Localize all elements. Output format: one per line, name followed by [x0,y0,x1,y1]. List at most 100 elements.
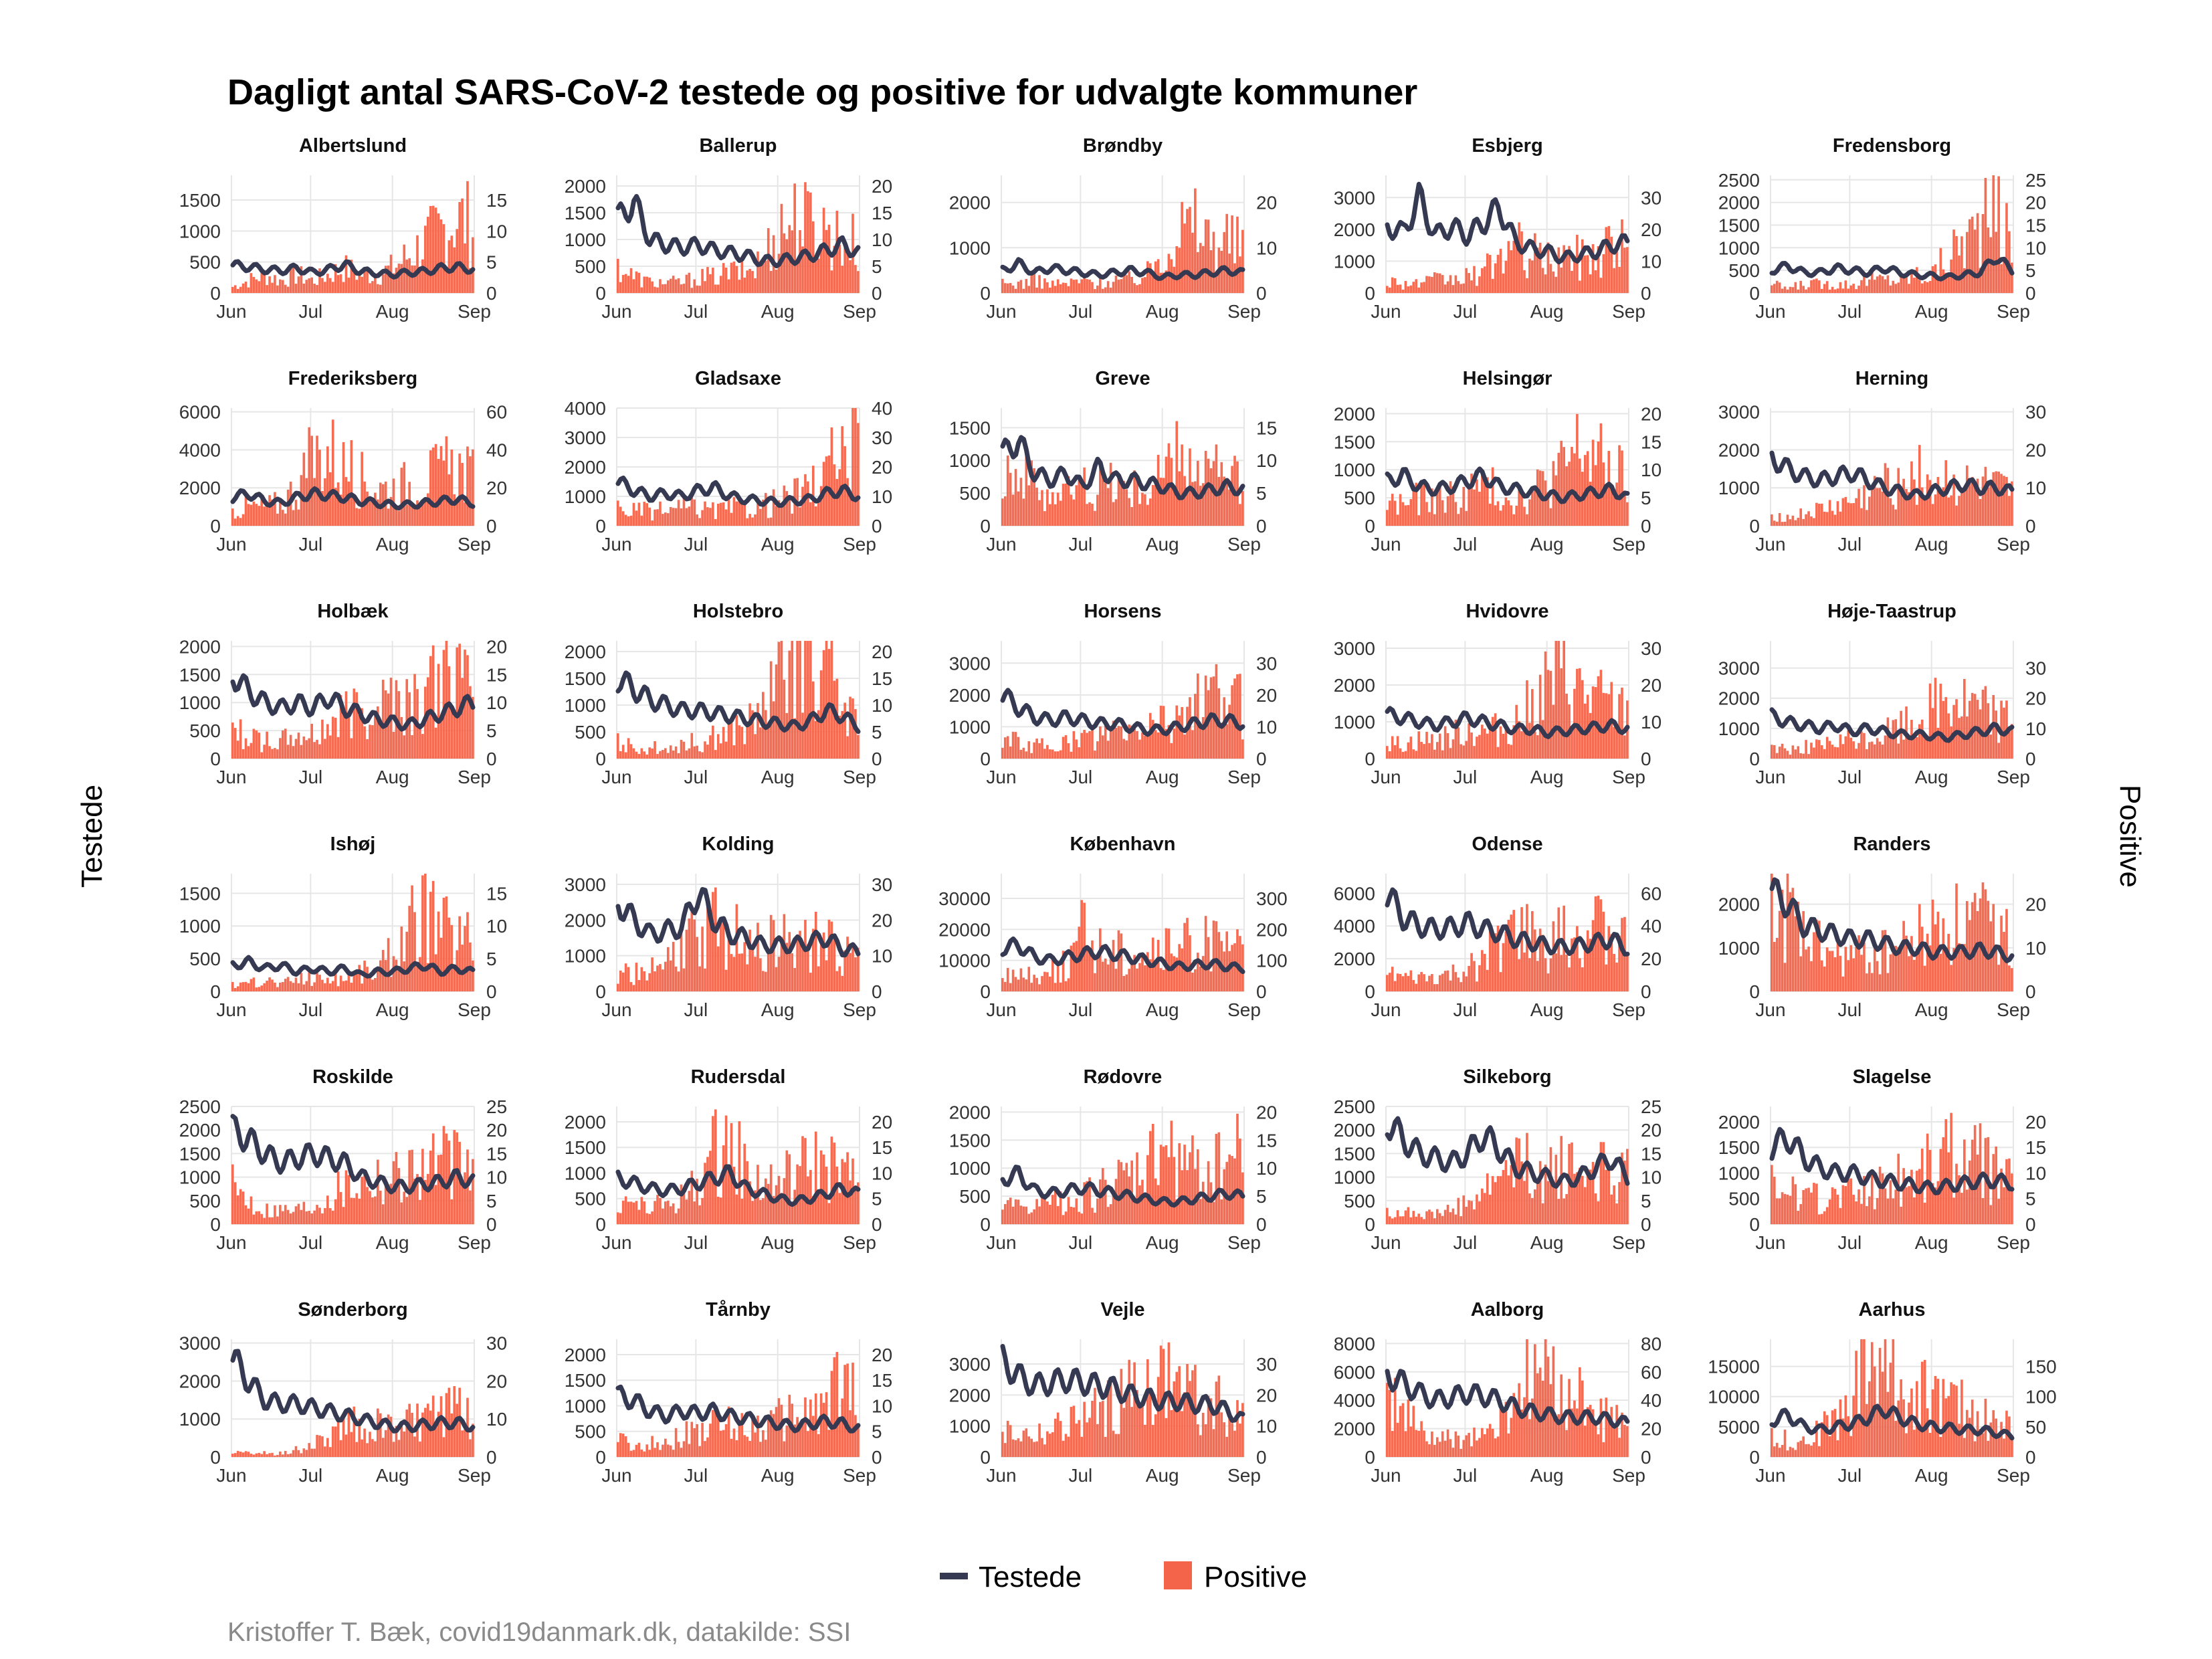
positive-bar [732,745,736,759]
positive-bar [389,1183,393,1224]
positive-bar [1876,488,1879,526]
positive-bar [431,205,435,293]
positive-bar [297,276,300,293]
positive-bar [759,264,762,293]
positive-bar [361,983,363,991]
positive-bar [1881,276,1884,293]
positive-bar [1876,1197,1879,1224]
positive-bar [1544,958,1547,991]
positive-bar [1533,929,1536,991]
positive-bar [300,1209,303,1224]
positive-bar [690,1171,694,1224]
positive-bar [849,260,851,293]
positive-bar [241,514,245,526]
positive-bar [682,1441,686,1457]
positive-bar [249,979,253,991]
positive-bar [672,750,675,759]
positive-bar [374,1441,377,1457]
y-tick-left: 2000 [1718,894,1760,915]
positive-bar [719,743,722,759]
positive-bar [716,946,720,991]
positive-bar [1006,283,1009,293]
positive-bar [1607,451,1611,526]
positive-bar [799,931,801,991]
positive-bar [1897,282,1900,293]
positive-bar [653,741,656,759]
positive-bar [1615,1203,1618,1224]
positive-bar [1984,889,1987,991]
positive-bar [1900,948,1902,991]
positive-bar [1157,1377,1160,1457]
positive-bar [233,988,237,991]
positive-bar [1805,740,1807,759]
positive-bar [1870,741,1874,759]
positive-bar [266,506,268,526]
positive-bar [1091,728,1094,759]
positive-bar [1165,928,1168,991]
positive-bar [1046,1431,1049,1457]
y-tick-left: 500 [575,256,606,277]
x-tick: Aug [761,301,795,322]
positive-bar [1863,485,1866,526]
positive-bar [1828,741,1831,759]
positive-bar [1520,1409,1523,1457]
positive-bar [627,1442,630,1457]
positive-bar [1844,947,1847,991]
y-tick-right: 5 [872,1422,882,1442]
positive-bar [656,509,659,526]
positive-bar [619,282,622,293]
positive-bar [643,971,646,991]
y-tick-left: 2000 [1334,219,1375,240]
positive-bar [1438,975,1441,991]
positive-bar [1841,976,1845,991]
positive-bar [1388,500,1391,526]
y-tick-right: 15 [2025,1137,2046,1158]
x-tick: Sep [1997,534,2030,555]
positive-bar [1083,1401,1086,1457]
positive-bar [1233,263,1236,293]
positive-bar [1599,899,1603,991]
positive-bar [2011,262,2013,293]
positive-bar [1228,1154,1231,1224]
y-tick-right: 10 [2025,478,2046,498]
positive-bar [785,491,789,526]
positive-bar [1146,261,1149,293]
positive-bar [1602,692,1605,759]
testede-line [615,194,861,269]
positive-bar [659,751,662,759]
positive-bar [1151,720,1154,759]
positive-bar [814,720,817,759]
positive-bar [1621,450,1623,526]
positive-bar [1554,475,1558,526]
positive-bar [1613,1185,1615,1224]
positive-bar [762,1430,765,1457]
positive-bar [1014,977,1017,991]
positive-bar [1799,956,1803,991]
positive-bar [722,1145,725,1224]
positive-bar [1228,704,1231,759]
positive-bar [1173,490,1176,526]
positive-bar [387,938,390,991]
positive-bar [662,284,664,293]
positive-bar [1104,722,1107,759]
positive-bar [1833,1409,1837,1457]
positive-bar [1852,503,1855,526]
positive-bar [1393,500,1397,526]
y-tick-right: 10 [1641,712,1662,733]
positive-bar [1789,286,1792,293]
positive-bar [669,960,672,991]
positive-bar [1626,502,1629,526]
positive-bar [281,1211,284,1224]
positive-bar [421,1412,424,1457]
x-tick: Sep [1997,767,2030,787]
positive-bar [2011,968,2013,991]
positive-bar [1965,231,1969,293]
x-tick: Aug [1530,301,1564,322]
positive-bar [1894,509,1898,526]
positive-bar [637,980,641,991]
positive-bar [807,944,809,991]
positive-bar [1621,1152,1623,1224]
